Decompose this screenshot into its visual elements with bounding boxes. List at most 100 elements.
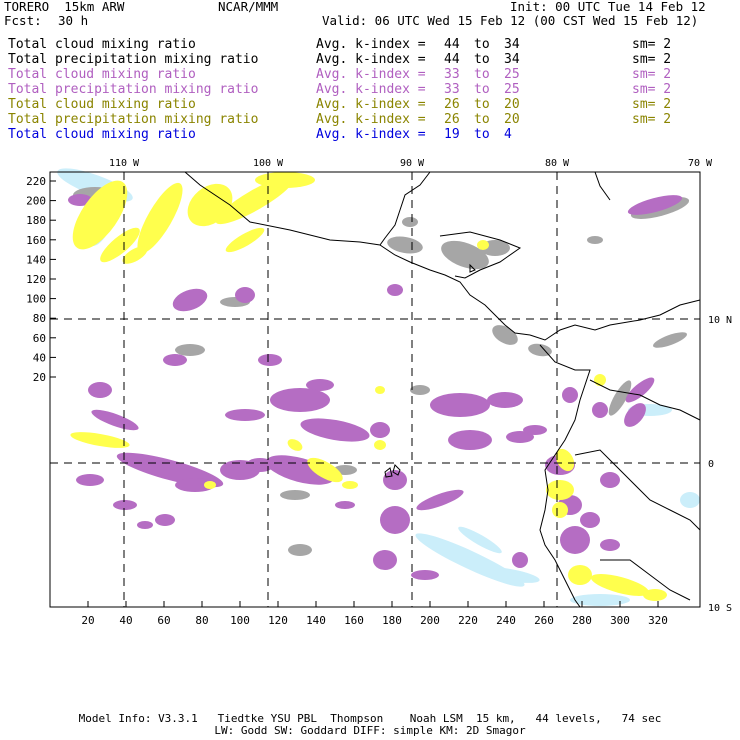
x-tick-label: 220 — [458, 614, 478, 627]
legend-index-label: Avg. k-index = — [316, 97, 426, 112]
legend-field: Total cloud mixing ratio — [8, 37, 196, 52]
yellow-region — [594, 374, 606, 386]
purple-region — [68, 194, 92, 206]
gray-region — [652, 332, 688, 348]
yellow-region — [643, 589, 667, 601]
purple-region — [600, 539, 620, 551]
y-tick-label: 20 — [33, 371, 46, 384]
legend-row: Total precipitation mixing ratio Avg. k-… — [0, 112, 740, 127]
legend-row: Total cloud mixing ratio Avg. k-index = … — [0, 37, 740, 52]
forecast-hours: 30 h — [58, 13, 89, 28]
purple-region — [387, 284, 403, 296]
axis-labels: 220 200 180 160 140 120 100 80 60 40 20 20 40 60 80 100… — [26, 158, 732, 627]
y-tick-label: 120 — [26, 273, 46, 286]
yellow-region — [122, 246, 148, 264]
gray-region — [528, 343, 552, 357]
longitude-label: 70 W — [688, 158, 713, 169]
yellow-region — [204, 481, 216, 489]
purple-region — [137, 521, 153, 529]
latitude-label: 10 N — [708, 315, 732, 326]
x-tick-label: 60 — [157, 614, 170, 627]
gray-region — [587, 236, 603, 244]
coastline — [594, 171, 611, 201]
y-tick-label: 140 — [26, 253, 46, 266]
legend-index-label: Avg. k-index = — [316, 82, 426, 97]
purple-region — [225, 409, 265, 421]
yellow-region — [307, 457, 343, 483]
valid-time: Valid: 06 UTC Wed 15 Feb 12 (00 CST Wed … — [322, 13, 699, 28]
y-tick-label: 200 — [26, 195, 46, 208]
legend-row: Total precipitation mixing ratio Avg. k-… — [0, 82, 740, 97]
x-tick-label: 100 — [230, 614, 250, 627]
purple-region — [235, 287, 255, 303]
legend-to-word: to — [474, 97, 490, 112]
longitude-label: 80 W — [545, 158, 570, 169]
legend-field: Total cloud mixing ratio — [8, 67, 196, 82]
legend-row: Total precipitation mixing ratio Avg. k-… — [0, 52, 740, 67]
legend-index-label: Avg. k-index = — [316, 37, 426, 52]
model-name: TORERO 15km ARW — [4, 0, 125, 14]
purple-region — [411, 570, 439, 580]
purple-region — [335, 501, 355, 509]
legend-to: 25 — [504, 67, 520, 82]
legend-index-label: Avg. k-index = — [316, 52, 426, 67]
purple-region — [624, 403, 646, 427]
yellow-region — [225, 227, 265, 253]
yellow-region — [546, 480, 574, 500]
legend-field: Total cloud mixing ratio — [8, 97, 196, 112]
y-tick-label: 180 — [26, 214, 46, 227]
light-blue-region — [480, 567, 540, 583]
legend-smoothing: sm= 2 — [632, 37, 672, 52]
legend-from: 26 — [444, 97, 460, 112]
coastline — [384, 467, 393, 478]
gray-region — [441, 240, 489, 270]
legend-to: 20 — [504, 112, 520, 127]
longitude-label: 100 W — [253, 158, 284, 169]
coastline — [439, 231, 522, 279]
legend-field: Total precipitation mixing ratio — [8, 112, 259, 127]
purple-region — [416, 489, 464, 511]
legend-to: 34 — [504, 37, 520, 52]
gray-region — [387, 236, 423, 254]
purple-region — [370, 422, 390, 438]
legend-from: 26 — [444, 112, 460, 127]
y-tick-label: 80 — [33, 312, 46, 325]
legend-field: Total precipitation mixing ratio — [8, 82, 259, 97]
yellow-region — [552, 502, 568, 518]
purple-region — [380, 506, 410, 534]
purple-region — [448, 430, 492, 450]
purple-region — [172, 288, 208, 312]
purple-region — [506, 431, 534, 443]
gray-region — [175, 344, 205, 356]
coastline — [529, 299, 701, 341]
light-blue-region — [680, 492, 700, 508]
x-tick-label: 300 — [610, 614, 630, 627]
purple-region — [562, 387, 578, 403]
purple-region — [258, 354, 282, 366]
longitude-label: 110 W — [109, 158, 140, 169]
gray-region — [280, 490, 310, 500]
y-tick-label: 160 — [26, 234, 46, 247]
legend-from: 44 — [444, 37, 460, 52]
x-tick-label: 180 — [382, 614, 402, 627]
legend-to-word: to — [474, 52, 490, 67]
legend-from: 44 — [444, 52, 460, 67]
y-tick-label: 100 — [26, 293, 46, 306]
yellow-region — [374, 440, 386, 450]
yellow-region — [137, 182, 183, 254]
purple-region — [512, 552, 528, 568]
yellow-region — [375, 386, 385, 394]
yellow-region — [590, 574, 650, 596]
latitude-label: 10 S — [708, 603, 732, 614]
legend-field: Total precipitation mixing ratio — [8, 52, 259, 67]
yellow-region — [342, 481, 358, 489]
yellow-region — [70, 432, 130, 448]
legend-row: Total cloud mixing ratio Avg. k-index = … — [0, 67, 740, 82]
legend-index-label: Avg. k-index = — [316, 67, 426, 82]
yellow-region — [100, 227, 140, 263]
legend-to: 25 — [504, 82, 520, 97]
x-tick-label: 160 — [344, 614, 364, 627]
legend-from: 33 — [444, 67, 460, 82]
forecast-label: Fcst: — [4, 13, 42, 28]
